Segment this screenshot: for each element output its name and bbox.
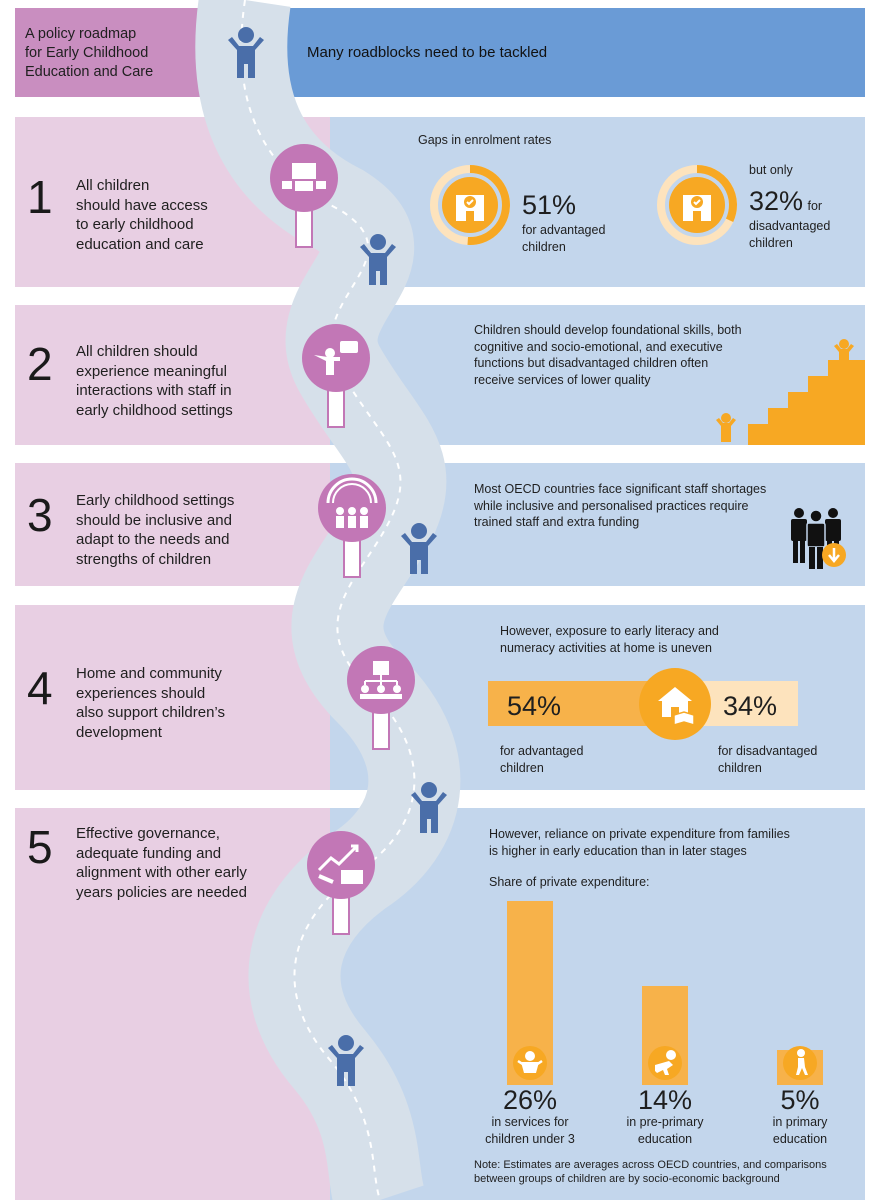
section-1-number: 1 xyxy=(27,171,53,223)
signpost-ecec-building-icon xyxy=(270,144,338,248)
section-4-disadvantaged-pct: 34% xyxy=(723,691,778,721)
section-5-share-title: Share of private expenditure: xyxy=(489,875,650,889)
section-2-label: All children should experience meaningful… xyxy=(76,343,233,419)
walking-child-icon xyxy=(783,1046,817,1080)
section-4-advantaged-pct: 54% xyxy=(507,691,562,721)
signpost-inclusive-children-icon xyxy=(318,474,386,578)
section-3-number: 3 xyxy=(27,489,53,541)
section-1-disadvantaged-for: for xyxy=(807,199,823,213)
section-1-advantaged-pct: 51% xyxy=(522,190,577,220)
expenditure-category-label: in pre-primary education xyxy=(626,1115,704,1146)
section-2-text: Children should develop foundational ski… xyxy=(474,323,742,387)
section-4-disadvantaged-label: for disadvantaged children xyxy=(718,744,818,775)
section-5-label: Effective governance, adequate funding an… xyxy=(76,825,247,901)
child-figure-icon xyxy=(328,1035,364,1086)
section-1-disadvantaged-pct-line: 32% for xyxy=(749,186,822,217)
section-4-advantaged-label: for advantaged children xyxy=(500,744,584,775)
child-figure-icon xyxy=(411,782,447,833)
header-banner-text: Many roadblocks need to be tackled xyxy=(307,44,548,61)
header-left-panel xyxy=(15,8,205,97)
staircase-icon xyxy=(716,339,865,445)
section-5-note: Note: Estimates are averages across OECD… xyxy=(474,1159,827,1185)
section-5-text: However, reliance on private expenditure… xyxy=(489,827,790,858)
signpost-funding-icon xyxy=(307,831,375,935)
section-1-right-panel xyxy=(330,117,865,287)
section-1-disadvantaged-label: disadvantaged children xyxy=(749,219,831,250)
header-title: A policy roadmap for Early Childhood Edu… xyxy=(25,26,154,80)
section-1-but-only: but only xyxy=(749,163,793,177)
expenditure-value-label: 5% xyxy=(780,1085,820,1115)
section-4-label: Home and community experiences should als… xyxy=(76,665,225,741)
expenditure-value-label: 26% xyxy=(502,1085,558,1115)
child-figure-icon xyxy=(228,27,264,78)
header-banner xyxy=(285,8,865,97)
section-1-label: All children should have access to early … xyxy=(76,177,208,253)
section-1-advantaged-label: for advantaged children xyxy=(522,223,606,254)
building-check-icon xyxy=(683,195,711,221)
signpost-community-icon xyxy=(347,646,415,750)
section-4-text: However, exposure to early literacy and n… xyxy=(500,624,719,655)
child-figure-icon xyxy=(360,234,396,285)
section-2-number: 2 xyxy=(27,338,53,390)
expenditure-category-label: in services for children under 3 xyxy=(485,1115,575,1146)
home-book-icon xyxy=(639,668,711,740)
expenditure-value-label: 14% xyxy=(637,1085,693,1115)
baby-icon xyxy=(513,1046,547,1080)
crawling-child-icon xyxy=(648,1046,682,1080)
signpost-teacher-icon xyxy=(302,324,370,428)
section-4-number: 4 xyxy=(27,662,53,714)
section-1-gaps-title: Gaps in enrolment rates xyxy=(418,133,552,147)
section-3-text: Most OECD countries face significant sta… xyxy=(474,482,767,529)
child-figure-icon xyxy=(401,523,437,574)
section-5-number: 5 xyxy=(27,821,53,873)
building-check-icon xyxy=(456,195,484,221)
section-3-label: Early childhood settings should be inclus… xyxy=(76,492,235,568)
staff-shortage-icon xyxy=(791,508,846,569)
section-1-disadvantaged-pct: 32% xyxy=(749,186,804,216)
expenditure-category-label: in primary education xyxy=(772,1115,828,1146)
